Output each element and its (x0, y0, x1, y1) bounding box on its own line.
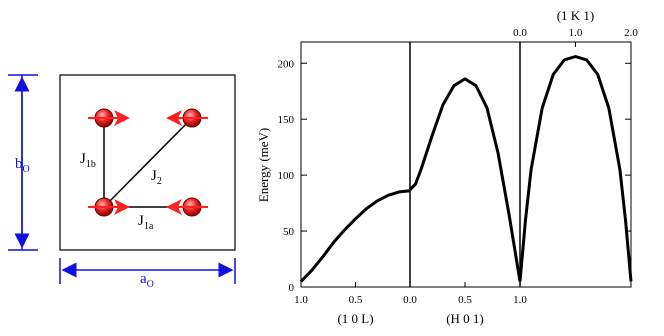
diagram-label: J2 (151, 168, 162, 187)
x-tick-label: 0.0 (403, 294, 417, 306)
x-axis-label: (1 0 L) (337, 311, 373, 326)
label-main: J (151, 168, 157, 184)
y-tick-label: 0 (289, 282, 295, 294)
label-main: J (138, 213, 144, 229)
y-tick-label: 100 (278, 170, 295, 182)
x-tick-label: 0.0 (513, 27, 527, 39)
lattice-diagram (8, 74, 236, 284)
label-sub: 2 (157, 176, 162, 187)
y-tick-label: 50 (283, 226, 295, 238)
diagram-label: J1b (80, 151, 96, 170)
y-tick-label: 200 (278, 58, 295, 70)
x-tick-label: 0.5 (349, 294, 363, 306)
plot-frame (300, 41, 632, 288)
label-sub: 1a (144, 221, 154, 232)
unit-cell (59, 74, 236, 251)
label-main: a (140, 271, 147, 287)
label-main: J (80, 151, 86, 167)
x-axis-label: (1 K 1) (557, 8, 595, 23)
x-tick-label: 0.5 (458, 294, 472, 306)
y-axis-label: Energy (meV) (256, 128, 271, 202)
dispersion-curve (518, 55, 633, 282)
bond (103, 117, 193, 208)
y-tick-label: 150 (278, 114, 295, 126)
diagram-label: bO (15, 156, 30, 175)
x-tick-label: 1.0 (513, 294, 527, 306)
label-sub: 1b (86, 159, 96, 170)
diagram-label: J1a (138, 213, 154, 232)
dispersion-curve (299, 189, 411, 283)
label-sub: O (147, 279, 154, 290)
dispersion-curve (408, 77, 522, 282)
x-tick-label: 1.0 (294, 294, 308, 306)
diagram-label: aO (140, 271, 154, 290)
x-tick-label: 2.0 (624, 27, 638, 39)
label-sub: O (23, 164, 30, 175)
dispersion-chart: Energy (meV) 0 50 100 150 200 1.0 0.5 0.0 (1 0 L)… (256, 8, 638, 326)
x-tick-label: 1.0 (569, 27, 583, 39)
label-main: b (15, 156, 23, 172)
x-axis-label: (H 0 1) (446, 311, 484, 326)
